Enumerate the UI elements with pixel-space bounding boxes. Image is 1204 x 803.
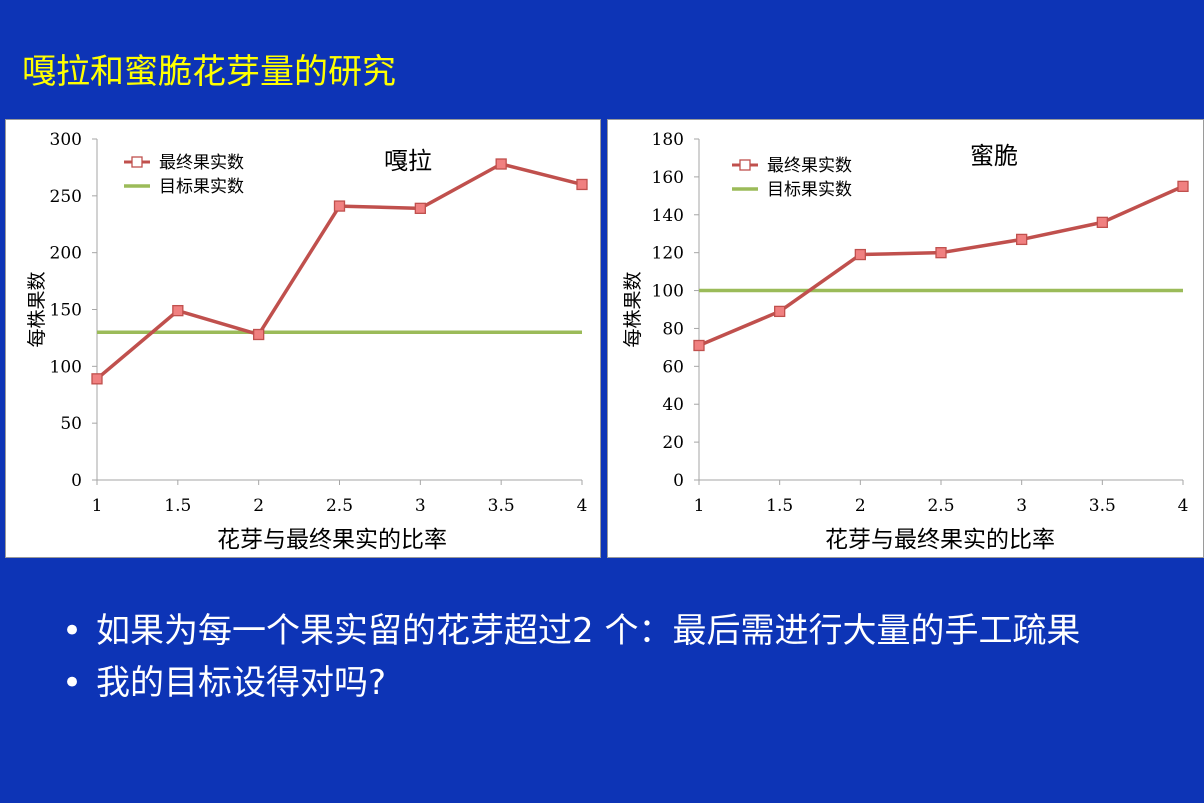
bullet-item: • 我的目标设得对吗? [62,660,1172,706]
x-tick-label: 4 [1178,496,1189,516]
data-point-marker [1096,216,1108,229]
chart-honeycrisp: 0 20 40 60 80 100 120 140 160 180 1 1.5 2 2.5 3 3.5 4 蜜脆最… [622,130,1189,553]
bullet-text: 我的目标设得对吗? [96,663,387,703]
x-tick-label: 3 [415,496,426,516]
x-tick-label: 3 [1016,496,1027,516]
legend-label-actual: 最终果实数 [159,153,244,173]
x-tick-label: 1 [92,496,103,516]
y-tick-label: 50 [60,414,82,434]
x-tick-label: 4 [577,496,588,516]
y-axis-label: 每株果数 [622,271,644,347]
x-tick-label: 1.5 [164,496,191,516]
x-tick-label: 1.5 [766,496,793,516]
data-point-marker [414,202,426,214]
x-tick-label: 2 [855,496,866,516]
data-point-marker [774,305,786,318]
y-tick-label: 0 [71,471,82,491]
data-point-marker [172,304,184,317]
y-tick-label: 80 [662,319,684,339]
x-tick-label: 3.5 [1089,496,1116,516]
data-point-marker [854,248,866,261]
y-tick-label: 180 [652,130,684,150]
legend-label-actual: 最终果实数 [767,156,852,176]
y-tick-label: 200 [50,244,82,264]
x-tick-label: 2.5 [326,496,353,516]
y-tick-label: 40 [662,395,684,415]
bullet-item: • 如果为每一个果实留的花芽超过2 个：最后需进行大量的手工疏果 [62,608,1172,654]
legend-label-target: 目标果实数 [159,177,244,197]
y-tick-label: 250 [50,187,82,207]
data-point-marker [1177,180,1189,193]
x-tick-label: 3.5 [488,496,515,516]
y-axis-label: 每株果数 [26,271,48,347]
y-tick-label: 0 [673,471,684,491]
x-tick-label: 2 [253,496,264,516]
bullet-symbol: • [62,663,83,703]
chart-gala: 0 50 100 150 200 250 300 1 1.5 2 2.5 3 3.5 4 嘎拉 最终果实数目标… [26,130,588,553]
chart-panel-honeycrisp: 0 20 40 60 80 100 120 140 160 180 1 1.5 2 2.5 3 3.5 4 蜜脆最… [607,119,1204,558]
data-point-marker [495,158,507,170]
x-axis-label: 花芽与最终果实的比率 [825,527,1055,553]
y-tick-label: 120 [652,244,684,264]
y-tick-label: 20 [662,433,684,453]
y-tick-label: 60 [662,357,684,377]
y-tick-label: 100 [652,282,684,302]
y-tick-label: 100 [50,357,82,377]
chart-title: 嘎拉 [384,147,432,175]
y-tick-label: 300 [50,130,82,150]
y-tick-label: 150 [50,301,82,321]
bullet-list: • 如果为每一个果实留的花芽超过2 个：最后需进行大量的手工疏果 • 我的目标设得对… [62,608,1172,712]
data-point-marker [333,200,346,212]
data-point-marker [1016,233,1028,246]
x-tick-label: 2.5 [927,496,954,516]
legend-label-target: 目标果实数 [767,180,852,200]
data-point-marker [576,178,588,191]
chart-panel-gala: 0 50 100 150 200 250 300 1 1.5 2 2.5 3 3.5 4 嘎拉 最终果实数目标… [5,119,601,558]
y-tick-label: 140 [652,206,684,226]
data-point-marker [935,247,947,259]
data-point-marker [693,339,705,352]
bullet-symbol: • [62,611,83,651]
y-tick-label: 160 [652,168,684,188]
legend-marker-actual [739,159,751,171]
x-tick-label: 1 [694,496,705,516]
data-point-marker [91,373,103,385]
series-line-actual [698,184,1184,348]
x-axis-label: 花芽与最终果实的比率 [217,527,447,553]
chart-title: 蜜脆 [970,142,1018,170]
data-point-marker [253,328,265,341]
legend-marker-actual [131,156,143,168]
bullet-text: 如果为每一个果实留的花芽超过2 个：最后需进行大量的手工疏果 [96,611,1081,651]
slide-title: 嘎拉和蜜脆花芽量的研究 [22,52,396,92]
